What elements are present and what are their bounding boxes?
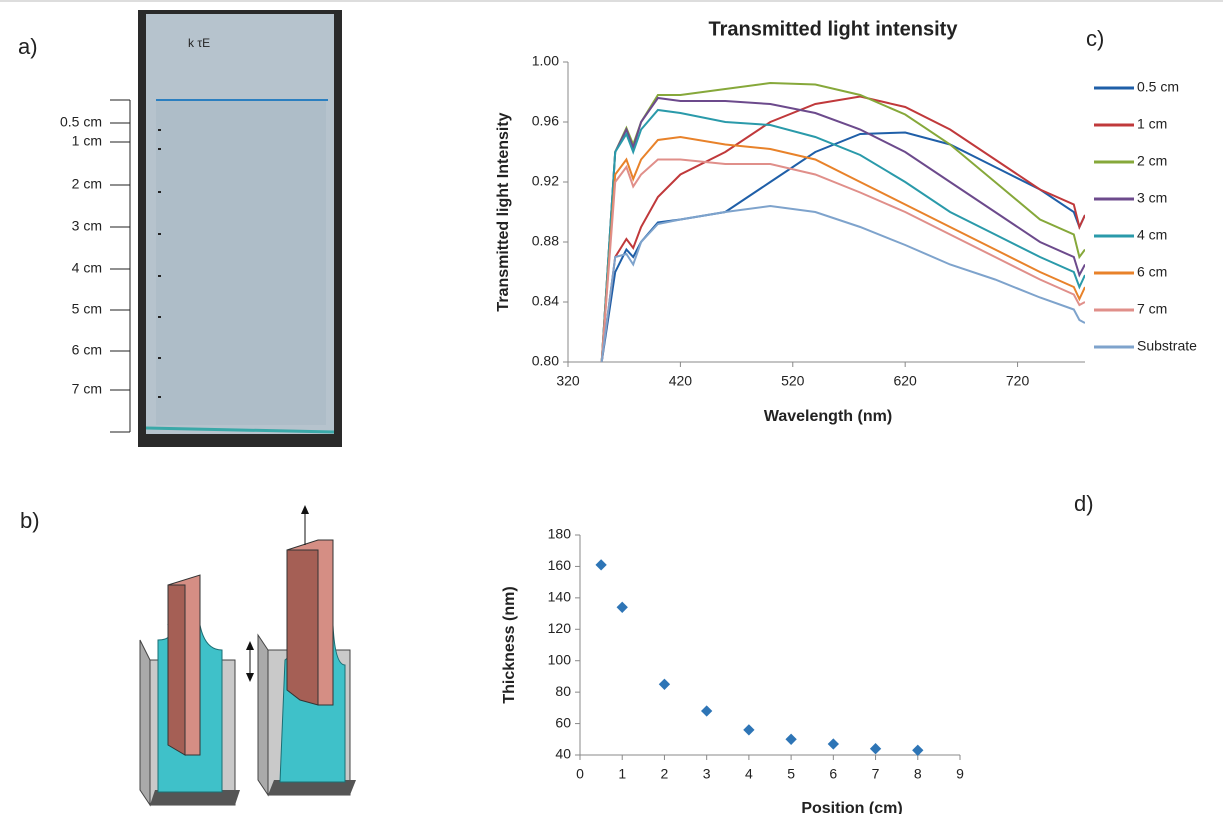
x-tick-label: 420 xyxy=(669,373,693,389)
panel-label: b) xyxy=(20,508,40,533)
x-tick-label: 8 xyxy=(914,766,922,782)
dip-coating-diagram xyxy=(139,505,356,807)
x-tick-label: 7 xyxy=(872,766,880,782)
y-tick-label: 0.88 xyxy=(532,233,559,249)
y-tick-label: 0.80 xyxy=(532,353,559,369)
panel-label: d) xyxy=(1074,491,1094,516)
y-tick-label: 140 xyxy=(548,589,572,605)
y-axis-title: Transmitted light Intensity xyxy=(495,112,512,311)
scale-label: 0.5 cm xyxy=(60,114,102,130)
series-line xyxy=(600,131,1085,362)
slide-mark xyxy=(158,316,161,318)
chart-title: Transmitted light intensity xyxy=(709,18,959,40)
coating xyxy=(156,100,326,425)
slide-mark xyxy=(158,148,161,150)
x-tick-label: 5 xyxy=(787,766,795,782)
x-tick-label: 0 xyxy=(576,766,584,782)
slide-mark xyxy=(158,191,161,193)
slide-mark xyxy=(158,357,161,359)
scale-label: 2 cm xyxy=(72,176,102,192)
data-point xyxy=(869,743,882,755)
series-line xyxy=(600,158,1085,362)
data-point xyxy=(616,601,628,613)
x-tick-label: 520 xyxy=(781,373,805,389)
data-point xyxy=(785,733,797,745)
x-tick-label: 4 xyxy=(745,766,753,782)
slide-mark xyxy=(158,275,161,277)
x-tick-label: 1 xyxy=(618,766,626,782)
legend-label: 0.5 cm xyxy=(1137,79,1179,95)
y-tick-label: 160 xyxy=(548,557,572,573)
series-line xyxy=(600,95,1085,362)
series-line xyxy=(600,204,1085,362)
x-tick-label: 9 xyxy=(956,766,964,782)
slide-mark xyxy=(158,396,161,398)
data-point xyxy=(701,705,713,717)
x-tick-label: 6 xyxy=(829,766,837,782)
scale-bar xyxy=(110,99,131,433)
x-tick-label: 3 xyxy=(703,766,711,782)
y-tick-label: 1.00 xyxy=(532,53,559,69)
panel-label: a) xyxy=(18,34,38,59)
scale-label: 7 cm xyxy=(72,381,102,397)
legend-label: 1 cm xyxy=(1137,116,1167,132)
scale-label: 3 cm xyxy=(72,218,102,234)
y-tick-label: 120 xyxy=(548,620,572,636)
plot-lines xyxy=(600,81,1085,362)
data-point xyxy=(595,559,607,571)
legend-label: 7 cm xyxy=(1137,301,1167,317)
handwriting: k τE xyxy=(188,36,210,50)
x-tick-label: 320 xyxy=(556,373,580,389)
x-tick-label: 620 xyxy=(893,373,917,389)
slide-mark xyxy=(158,233,161,235)
series-line xyxy=(600,96,1085,362)
scale-label: 6 cm xyxy=(72,342,102,358)
y-tick-label: 0.84 xyxy=(532,293,559,309)
slide-edge xyxy=(145,426,335,434)
y-tick-label: 0.92 xyxy=(532,173,559,189)
data-point xyxy=(827,738,839,750)
series-line xyxy=(600,135,1085,362)
x-axis-title: Position (cm) xyxy=(801,800,902,814)
scale-label: 1 cm xyxy=(72,133,102,149)
x-tick-label: 720 xyxy=(1006,373,1030,389)
legend-label: 6 cm xyxy=(1137,264,1167,280)
y-tick-label: 60 xyxy=(555,714,571,730)
x-axis-title: Wavelength (nm) xyxy=(764,408,892,425)
legend-label: Substrate xyxy=(1137,338,1197,354)
y-tick-label: 100 xyxy=(548,651,572,667)
series-line xyxy=(600,108,1085,362)
slide-mark xyxy=(158,129,161,131)
data-point xyxy=(743,724,755,736)
x-tick-label: 2 xyxy=(661,766,669,782)
legend-label: 4 cm xyxy=(1137,227,1167,243)
y-tick-label: 180 xyxy=(548,526,572,542)
scale-label: 4 cm xyxy=(72,260,102,276)
scale-label: 5 cm xyxy=(72,301,102,317)
y-tick-label: 0.96 xyxy=(532,113,559,129)
y-tick-label: 40 xyxy=(555,746,571,762)
panel-label: c) xyxy=(1086,26,1104,51)
data-point xyxy=(658,678,671,690)
y-axis-title: Thickness (nm) xyxy=(501,586,518,703)
legend-label: 3 cm xyxy=(1137,190,1167,206)
data-point xyxy=(912,744,924,756)
legend-label: 2 cm xyxy=(1137,153,1167,169)
y-tick-label: 80 xyxy=(555,683,571,699)
